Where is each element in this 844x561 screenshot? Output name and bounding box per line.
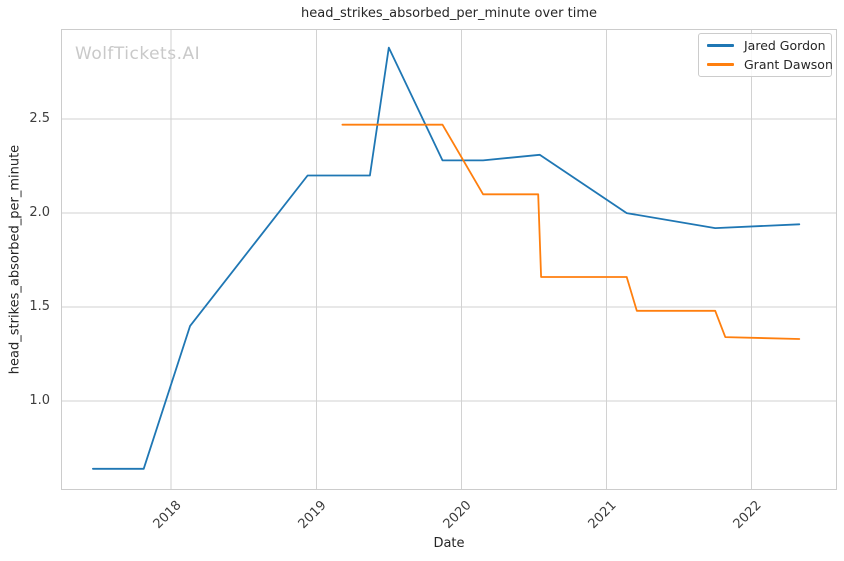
legend-label: Grant Dawson: [744, 57, 833, 72]
legend-label: Jared Gordon: [744, 38, 826, 53]
y-tick-label: 2.0: [29, 205, 50, 221]
legend-item-jared-gordon: Jared Gordon: [707, 38, 826, 53]
legend: Jared Gordon Grant Dawson: [698, 33, 833, 77]
y-tick-label: 2.5: [29, 111, 50, 127]
legend-item-grant-dawson: Grant Dawson: [707, 57, 833, 72]
legend-line-swatch-orange: [707, 63, 734, 66]
x-tick-label: 2021: [585, 498, 620, 533]
x-tick-label: 2018: [150, 498, 185, 533]
y-axis-label: head_strikes_absorbed_per_minute: [7, 144, 23, 375]
y-tick-label: 1.0: [29, 393, 50, 409]
x-tick-label: 2020: [440, 498, 475, 533]
y-tick-label: 1.5: [29, 299, 50, 315]
watermark: WolfTickets.AI: [75, 44, 201, 64]
series-line-grant-dawson: [341, 123, 801, 340]
x-axis-label: Date: [433, 536, 465, 551]
x-tick-label: 2022: [731, 498, 766, 533]
series-line-jared-gordon: [91, 46, 801, 470]
chart-title: head_strikes_absorbed_per_minute over ti…: [301, 6, 597, 21]
x-tick-label: 2019: [295, 498, 330, 533]
plot-area: [61, 29, 837, 490]
legend-line-swatch-blue: [707, 44, 734, 47]
plot-border: [61, 29, 837, 490]
